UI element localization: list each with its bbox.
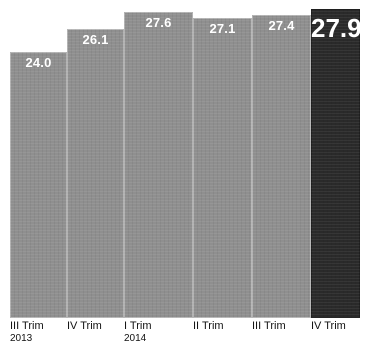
bar-5 — [252, 14, 311, 318]
bar-4 — [193, 17, 252, 318]
bar-3 — [124, 12, 193, 318]
x-tick-label-3: I Trim — [124, 320, 152, 332]
x-tick-label-4: II Trim — [193, 320, 224, 332]
x-tick-label-2: IV Trim — [67, 320, 102, 332]
bar-2 — [67, 29, 124, 318]
x-tick-label-1: III Trim — [10, 320, 44, 332]
bar-1 — [10, 52, 67, 318]
bar-6 — [311, 9, 360, 318]
x-tick-label-5: III Trim — [252, 320, 286, 332]
x-tick-label-6: IV Trim — [311, 320, 346, 332]
x-tick-sublabel-3: 2014 — [124, 333, 147, 344]
x-tick-sublabel-1: 2013 — [10, 333, 33, 344]
